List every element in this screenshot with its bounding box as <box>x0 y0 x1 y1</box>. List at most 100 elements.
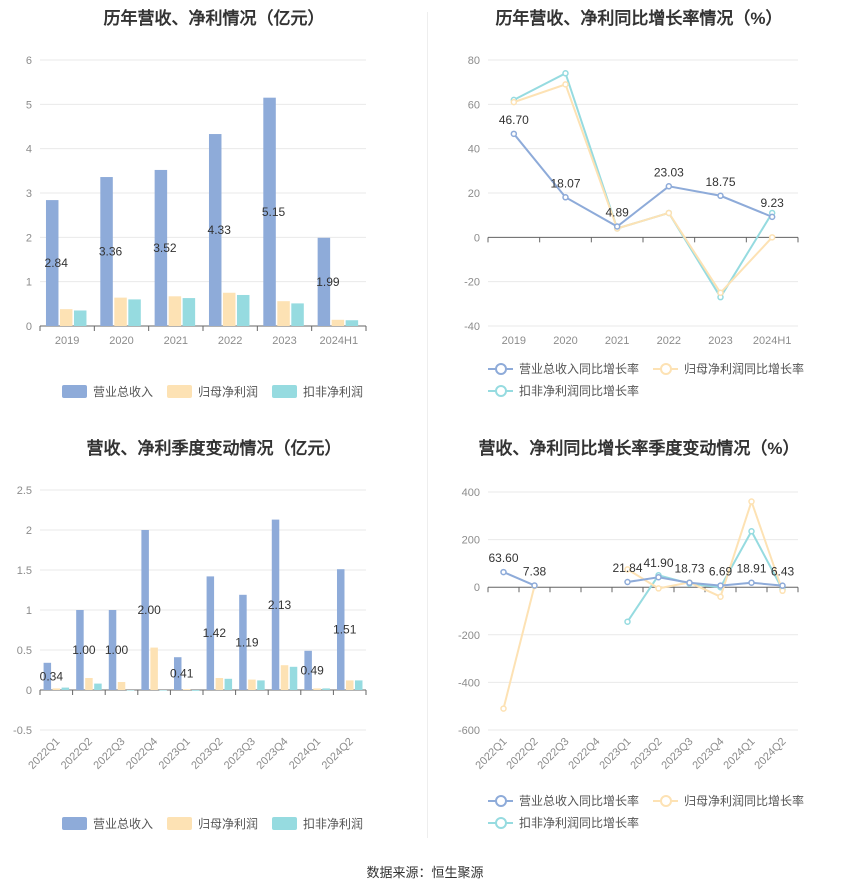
y-tick-label: 6 <box>26 55 32 67</box>
y-tick-label: 3 <box>26 188 32 200</box>
data-label: 2.00 <box>137 603 161 617</box>
series-point <box>531 582 538 589</box>
x-tick-label: 2020 <box>109 335 133 347</box>
data-label: 41.90 <box>643 556 673 570</box>
bar-net-profit <box>182 689 191 690</box>
x-tick-label: 2022Q3 <box>91 736 127 772</box>
series-point <box>748 528 755 535</box>
data-label: 6.69 <box>709 565 733 579</box>
data-label: 18.07 <box>550 176 580 190</box>
legend-item[interactable]: 营业总收入 <box>62 380 153 402</box>
bar-revenue <box>76 610 84 690</box>
y-tick-label: 0 <box>474 582 480 594</box>
legend-item[interactable]: 归母净利润同比增长率 <box>653 357 804 379</box>
bar-revenue <box>100 177 113 326</box>
legend-swatch <box>653 794 679 807</box>
legend-item[interactable]: 营业总收入同比增长率 <box>488 789 639 811</box>
annual-growth-panel: 历年营收、净利同比增长率情况（%） -40 -20 0 20 40 60 80 2019 202… <box>428 0 850 410</box>
data-label: 3.36 <box>99 245 123 259</box>
data-label: 18.73 <box>674 562 704 576</box>
legend-item[interactable]: 归母净利润同比增长率 <box>653 789 804 811</box>
y-tick-label: 0 <box>26 321 32 333</box>
x-tick-label: 2022Q1 <box>26 736 62 772</box>
series-point <box>510 98 518 106</box>
series-point <box>613 223 621 230</box>
x-tick-label: 2022 <box>218 335 242 347</box>
series-point <box>562 81 569 88</box>
bar-net-profit <box>117 682 126 690</box>
legend-swatch <box>488 794 513 807</box>
data-label: 9.23 <box>760 196 784 210</box>
x-tick-label: 2021 <box>605 335 629 347</box>
legend-label: 营业总收入 <box>93 384 154 399</box>
x-tick-label: 2023Q2 <box>628 736 664 772</box>
legend-label: 营业总收入同比增长率 <box>519 361 640 376</box>
series-point <box>500 705 507 712</box>
data-label: 5.15 <box>262 205 286 219</box>
y-tick-label: 80 <box>468 55 480 67</box>
legend-item[interactable]: 营业总收入 <box>62 812 153 834</box>
bar-revenue <box>154 169 168 326</box>
series-point <box>665 183 673 190</box>
bar-revenue <box>304 650 312 690</box>
legend-label: 归母净利润同比增长率 <box>684 793 805 808</box>
legend-item[interactable]: 扣非净利润同比增长率 <box>488 379 639 401</box>
bar-revenue <box>271 519 280 690</box>
bar-net-profit <box>215 678 224 690</box>
chart-legend: 营业总收入 归母净利润 扣非净利润 <box>62 812 402 834</box>
legend-item[interactable]: 归母净利润 <box>167 812 258 834</box>
series-point <box>562 70 569 77</box>
series-line <box>627 576 783 587</box>
legend-swatch <box>62 384 87 398</box>
series-point <box>779 587 786 595</box>
legend-item[interactable]: 营业总收入同比增长率 <box>488 357 639 379</box>
y-tick-label: 200 <box>462 535 480 547</box>
bar-deducted-profit <box>236 294 250 326</box>
legend-label: 营业总收入 <box>93 816 154 831</box>
chart-title: 历年营收、净利情况（亿元） <box>103 9 325 28</box>
y-tick-label: 60 <box>468 99 480 111</box>
x-tick-label: 2023 <box>708 335 732 347</box>
legend-swatch <box>272 816 298 830</box>
y-tick-label: -0.5 <box>13 725 32 737</box>
series-point <box>686 579 693 586</box>
legend-item[interactable]: 扣非净利润 <box>272 380 363 402</box>
bar-revenue <box>45 200 59 326</box>
bar-deducted-profit <box>289 666 298 690</box>
series-point <box>665 209 673 217</box>
bar-net-profit <box>280 665 289 690</box>
chart-title: 营收、净利同比增长率季度变动情况（%） <box>478 439 800 458</box>
series-point <box>768 213 776 221</box>
series-point <box>717 593 724 600</box>
bar-revenue <box>206 576 215 690</box>
x-tick-label: 2020 <box>553 335 577 347</box>
legend-item[interactable]: 归母净利润 <box>167 380 258 402</box>
chart-legend: 营业总收入 归母净利润 扣非净利润 <box>62 380 402 402</box>
series-point <box>655 573 662 581</box>
data-label: 1.99 <box>316 275 340 289</box>
x-tick-label: 2019 <box>502 335 526 347</box>
series-line <box>502 585 536 709</box>
y-tick-label: 400 <box>462 487 480 499</box>
bar-deducted-profit <box>94 683 102 690</box>
series-point <box>655 585 662 592</box>
y-tick-label: 1.5 <box>17 565 32 577</box>
x-tick-label: 2022 <box>657 335 681 347</box>
bar-revenue <box>317 237 331 326</box>
quarterly-values-panel: 营收、净利季度变动情况（亿元） -0.5 0 0.5 1 1.5 2 2.5 2022Q1 20… <box>0 428 428 848</box>
legend-item[interactable]: 扣非净利润同比增长率 <box>488 811 639 833</box>
y-tick-label: -600 <box>458 725 480 737</box>
data-label: 4.89 <box>605 205 629 219</box>
x-tick-label: 2022Q1 <box>473 736 509 772</box>
legend-label: 扣非净利润同比增长率 <box>519 383 640 398</box>
y-tick-label: 1 <box>26 605 32 617</box>
legend-swatch <box>167 816 193 830</box>
x-tick-label: 2022Q4 <box>124 736 160 772</box>
legend-label: 扣非净利润 <box>303 816 364 831</box>
series-point <box>562 194 569 201</box>
legend-label: 归母净利润同比增长率 <box>684 361 805 376</box>
series-point <box>624 618 631 625</box>
chart-title: 历年营收、净利同比增长率情况（%） <box>495 9 783 28</box>
x-tick-label: 2021 <box>164 335 188 347</box>
legend-item[interactable]: 扣非净利润 <box>272 812 363 834</box>
